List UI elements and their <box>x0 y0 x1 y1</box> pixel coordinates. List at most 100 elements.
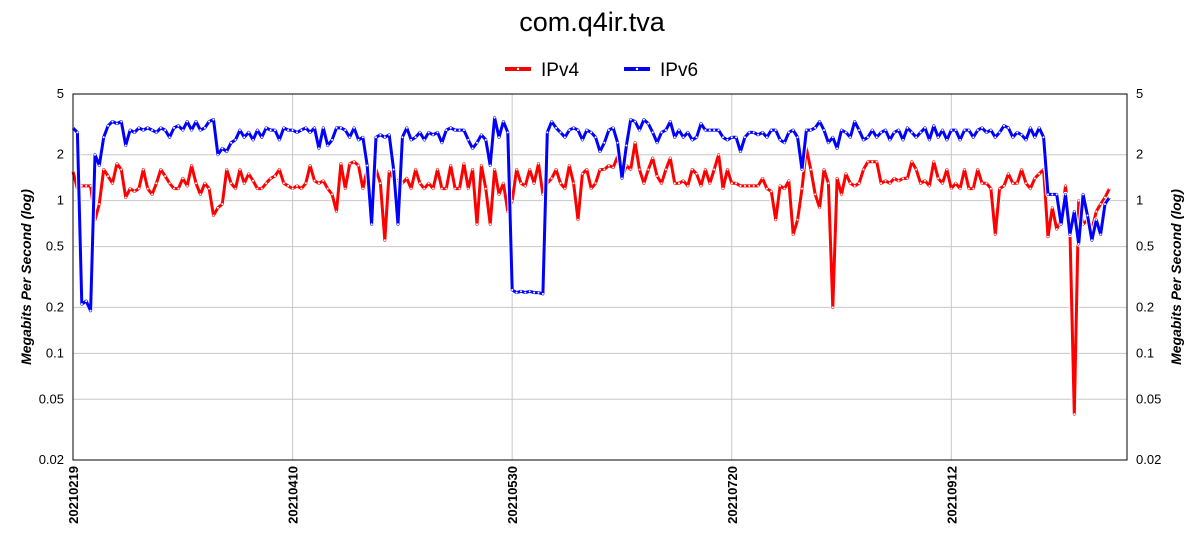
data-point-ipv4 <box>1055 228 1058 231</box>
data-point-ipv4 <box>818 206 821 209</box>
data-point-ipv6 <box>238 129 241 132</box>
data-point-ipv4 <box>1033 177 1036 180</box>
y-tick-label-right: 0.1 <box>1136 345 1154 360</box>
data-point-ipv6 <box>577 129 579 132</box>
data-point-ipv4 <box>634 141 637 144</box>
data-point-ipv6 <box>234 138 237 141</box>
data-point-ipv4 <box>708 182 711 185</box>
data-point-ipv4 <box>146 187 149 190</box>
data-point-ipv6 <box>809 129 812 132</box>
data-point-ipv4 <box>195 182 197 185</box>
data-point-ipv6 <box>383 136 386 139</box>
data-point-ipv6 <box>454 129 457 132</box>
data-point-ipv6 <box>590 131 593 134</box>
data-point-ipv6 <box>1020 133 1023 136</box>
data-point-ipv6 <box>480 133 483 136</box>
data-point-ipv4 <box>124 196 127 199</box>
data-point-ipv6 <box>410 138 413 141</box>
data-point-ipv6 <box>186 120 189 123</box>
y-tick-label-left: 2 <box>57 147 64 162</box>
data-point-ipv4 <box>787 179 790 182</box>
data-point-ipv6 <box>770 129 773 132</box>
data-point-ipv6 <box>208 120 211 123</box>
data-point-ipv4 <box>313 179 316 182</box>
data-point-ipv6 <box>146 126 149 129</box>
data-point-ipv4 <box>840 193 843 196</box>
y-tick-label-left: 0.1 <box>46 345 64 360</box>
data-point-ipv4 <box>225 168 228 171</box>
data-point-ipv6 <box>603 141 606 144</box>
data-point-ipv6 <box>269 129 272 132</box>
data-point-ipv4 <box>550 177 553 180</box>
data-point-ipv6 <box>159 126 162 129</box>
data-point-ipv6 <box>124 144 127 147</box>
data-point-ipv6 <box>1077 243 1080 245</box>
data-point-ipv4 <box>1007 172 1010 175</box>
data-point-ipv6 <box>844 131 847 134</box>
data-point-ipv6 <box>1051 193 1054 196</box>
data-point-ipv4 <box>985 182 988 185</box>
data-point-ipv4 <box>454 187 457 190</box>
data-point-ipv4 <box>383 239 386 242</box>
data-point-ipv6 <box>748 131 751 134</box>
data-point-ipv4 <box>405 177 408 180</box>
data-point-ipv4 <box>629 168 632 171</box>
data-point-ipv4 <box>339 162 342 165</box>
data-point-ipv6 <box>959 138 962 141</box>
data-point-ipv4 <box>967 187 970 190</box>
data-point-ipv6 <box>322 126 325 129</box>
data-point-ipv6 <box>888 138 891 141</box>
data-point-ipv6 <box>199 129 202 132</box>
data-point-ipv4 <box>243 182 246 185</box>
data-point-ipv6 <box>928 138 931 141</box>
data-point-ipv6 <box>111 120 114 123</box>
data-point-ipv6 <box>309 131 312 134</box>
data-point-ipv4 <box>801 187 803 190</box>
legend-marker-ipv6 <box>635 67 639 71</box>
data-point-ipv4 <box>928 184 931 187</box>
data-point-ipv6 <box>862 138 865 141</box>
y-tick-label-right: 0.2 <box>1136 299 1154 314</box>
data-point-ipv4 <box>309 164 312 167</box>
data-point-ipv6 <box>282 126 285 129</box>
data-point-ipv4 <box>1025 182 1027 185</box>
y-tick-label-left: 5 <box>57 86 64 101</box>
data-point-ipv6 <box>858 129 861 132</box>
data-point-ipv6 <box>397 223 399 226</box>
data-point-ipv6 <box>849 136 852 139</box>
data-point-ipv6 <box>278 138 281 141</box>
data-point-ipv6 <box>177 124 180 127</box>
data-point-ipv6 <box>730 136 733 139</box>
data-point-ipv4 <box>823 168 825 171</box>
data-point-ipv4 <box>954 182 957 185</box>
data-point-ipv4 <box>612 166 615 169</box>
data-point-ipv6 <box>787 131 790 134</box>
data-point-ipv6 <box>941 129 944 132</box>
data-point-ipv6 <box>651 131 654 134</box>
data-point-ipv6 <box>357 138 360 141</box>
data-point-ipv4 <box>765 187 768 190</box>
data-point-ipv4 <box>537 162 540 165</box>
data-point-ipv4 <box>427 182 430 185</box>
data-point-ipv6 <box>366 164 369 167</box>
data-point-ipv6 <box>871 129 874 132</box>
data-point-ipv4 <box>177 187 180 190</box>
data-point-ipv6 <box>796 136 799 139</box>
data-point-ipv4 <box>919 182 922 185</box>
data-point-ipv4 <box>603 168 606 171</box>
data-point-ipv4 <box>300 187 303 190</box>
data-point-ipv6 <box>972 136 975 139</box>
data-point-ipv4 <box>489 223 492 226</box>
data-point-ipv4 <box>423 187 426 190</box>
data-point-ipv4 <box>858 182 861 185</box>
data-point-ipv4 <box>432 187 435 190</box>
data-point-ipv4 <box>976 168 979 171</box>
data-point-ipv4 <box>418 182 421 185</box>
data-point-ipv4 <box>682 179 685 182</box>
data-point-ipv6 <box>1025 138 1027 141</box>
y-axis-label-right: Megabits Per Second (log) <box>1168 189 1184 365</box>
data-point-ipv4 <box>89 184 92 187</box>
data-point-ipv6 <box>546 131 549 134</box>
data-point-ipv4 <box>642 182 645 185</box>
